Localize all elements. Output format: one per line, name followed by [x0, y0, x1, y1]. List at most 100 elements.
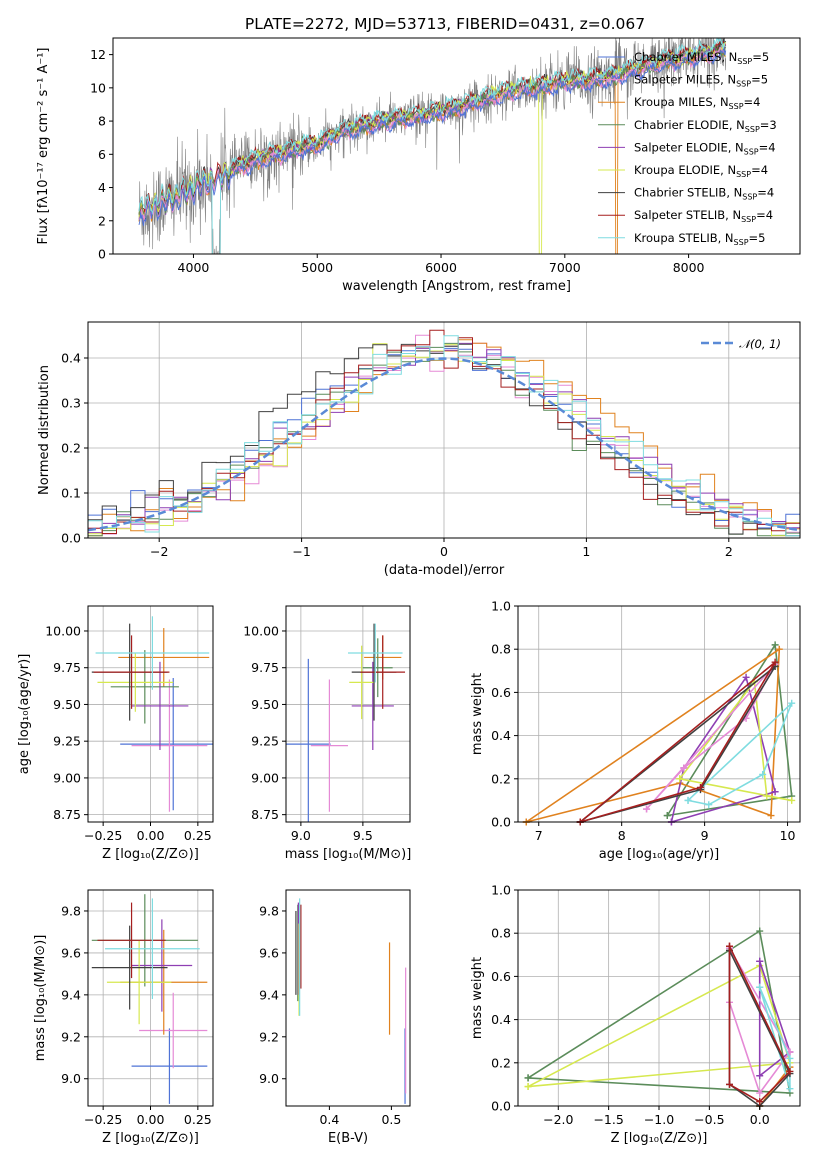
- y-tick-label: 9.00: [53, 770, 81, 785]
- x-tick-label: 0.25: [184, 1112, 212, 1127]
- y-axis-label: mass [log₁₀(M/M⊙)]: [33, 935, 48, 1062]
- legend-entry: 𝒩(0, 1): [739, 337, 781, 351]
- y-tick-label: 0.8: [491, 642, 511, 657]
- x-tick-label: 7000: [549, 260, 581, 275]
- x-tick-label: 9: [701, 828, 709, 843]
- errorbar-point: [131, 919, 193, 1012]
- legend-tail: =4: [757, 186, 774, 200]
- y-tick-label: 0: [98, 247, 106, 262]
- weight-marker: [696, 783, 704, 791]
- x-tick-label: 7: [535, 828, 543, 843]
- errorbar-point: [93, 635, 170, 709]
- observed-spectrum: [138, 38, 726, 254]
- y-tick-label: 0.4: [491, 728, 511, 743]
- weight-marker: [788, 796, 796, 804]
- x-tick-label: −0.25: [84, 828, 122, 843]
- weight-marker: [756, 983, 764, 991]
- weight-marker: [759, 770, 767, 778]
- weight-marker: [771, 658, 779, 666]
- y-tick-label: 0.4: [61, 351, 81, 366]
- legend-label: Salpeter MILES, N: [634, 73, 736, 87]
- figure-title: PLATE=2272, MJD=53713, FIBERID=0431, z=0…: [245, 15, 645, 33]
- legend-tail: =4: [744, 95, 761, 109]
- errorbar-point: [91, 925, 168, 1010]
- y-tick-label: 9.8: [61, 903, 81, 918]
- x-axis-label: Z [log₁₀(Z/Z⊙)]: [611, 1131, 708, 1146]
- errorbar-point: [118, 628, 210, 687]
- legend-entry: Salpeter STELIB, NSSP=4: [634, 208, 773, 224]
- weight-series: [726, 942, 794, 1106]
- x-axis-label: (data-model)/error: [384, 563, 505, 578]
- weight-marker: [788, 699, 796, 707]
- errorbar-point: [97, 653, 174, 712]
- errorbar-point: [131, 661, 189, 750]
- x-axis-label: wavelength [Angstrom, rest frame]: [342, 279, 571, 294]
- weight-marker: [756, 1089, 764, 1097]
- y-tick-label: 12: [90, 47, 106, 62]
- errorbar-point: [348, 623, 403, 683]
- age-vs-mass-plot: 9.0 9.5 8.75 9.00 9.25 9.50 9.75 10.00 mass [log…: [243, 605, 411, 862]
- y-tick-label: 9.00: [251, 770, 279, 785]
- errorbar-point: [97, 902, 166, 979]
- errorbar-point: [131, 1028, 208, 1104]
- x-tick-label: 0.4: [319, 1112, 339, 1127]
- legend-label: Kroupa MILES, N: [634, 95, 729, 109]
- legend-subscript: SSP: [734, 238, 749, 247]
- y-tick-label: 9.50: [53, 697, 81, 712]
- legend-label: Salpeter ELODIE, N: [634, 140, 744, 154]
- weight-line: [527, 964, 791, 1088]
- y-tick-label: 9.6: [259, 945, 279, 960]
- y-tick-label: 0.0: [61, 531, 81, 546]
- residual-histogram: [88, 335, 800, 538]
- legend-label: Kroupa ELODIE, N: [634, 163, 736, 177]
- weight-marker: [771, 641, 779, 649]
- weight-vs-age-plot: 7 8 9 10 0.0 0.2 0.4 0.6 0.8 1.0 age [log₁₀(age/yr…: [470, 599, 801, 862]
- legend-entry: Kroupa MILES, NSSP=4: [634, 95, 760, 111]
- errorbar-point: [95, 616, 210, 690]
- y-tick-label: 0.4: [491, 1012, 511, 1027]
- spectrum-area: [138, 38, 727, 254]
- x-tick-label: −2: [150, 544, 168, 559]
- y-tick-label: 0.6: [491, 685, 511, 700]
- legend-tail: =4: [756, 208, 773, 222]
- weight-vs-Z-plot: −2.0 −1.5 −1.0 −0.5 0.0 0.0 0.2 0.4 0.6 0.8 1.0 Z […: [470, 883, 801, 1146]
- axes-frame: [285, 605, 411, 823]
- weight-marker: [705, 801, 713, 809]
- weight-line: [579, 665, 776, 823]
- x-tick-label: 0.00: [137, 1112, 165, 1127]
- y-axis-label: age [log₁₀(age/yr)]: [17, 654, 32, 775]
- weight-marker: [524, 1074, 532, 1082]
- legend-entry: Chabrier STELIB, NSSP=4: [634, 186, 774, 202]
- errorbar-point: [106, 940, 172, 1025]
- errorbar-point: [139, 992, 208, 1069]
- y-tick-label: 9.8: [259, 903, 279, 918]
- age-vs-Z-plot: −0.25 0.00 0.25 8.75 9.00 9.25 9.50 9.75 10.00 Z …: [17, 605, 214, 862]
- x-tick-label: 10: [780, 828, 796, 843]
- y-tick-label: 8.75: [53, 807, 81, 822]
- legend-entry: Chabrier ELODIE, NSSP=3: [634, 118, 777, 134]
- weight-marker: [771, 788, 779, 796]
- weight-marker: [524, 1083, 532, 1091]
- y-tick-label: 1.0: [491, 599, 511, 614]
- legend-subscript: SSP: [736, 170, 751, 179]
- weight-marker: [680, 764, 688, 772]
- y-tick-label: 9.2: [259, 1029, 279, 1044]
- x-tick-label: −1.5: [593, 1112, 623, 1127]
- legend-subscript: SSP: [729, 102, 744, 111]
- weight-marker: [763, 792, 771, 800]
- y-tick-label: 9.4: [259, 987, 279, 1002]
- y-tick-label: 0.1: [61, 486, 81, 501]
- x-tick-label: −1.0: [644, 1112, 674, 1127]
- model-spectrum: [138, 38, 726, 254]
- weight-marker: [663, 812, 671, 820]
- residuals-area: [88, 329, 800, 538]
- errorbar-point: [360, 635, 406, 709]
- legend-subscript: SSP: [744, 147, 759, 156]
- weight-line: [579, 661, 776, 823]
- y-tick-label: 0.2: [61, 441, 81, 456]
- legend-subscript: SSP: [737, 57, 752, 66]
- legend-entry: Kroupa STELIB, NSSP=5: [634, 231, 765, 247]
- y-tick-label: 0.2: [491, 1055, 511, 1070]
- x-tick-label: −1: [292, 544, 310, 559]
